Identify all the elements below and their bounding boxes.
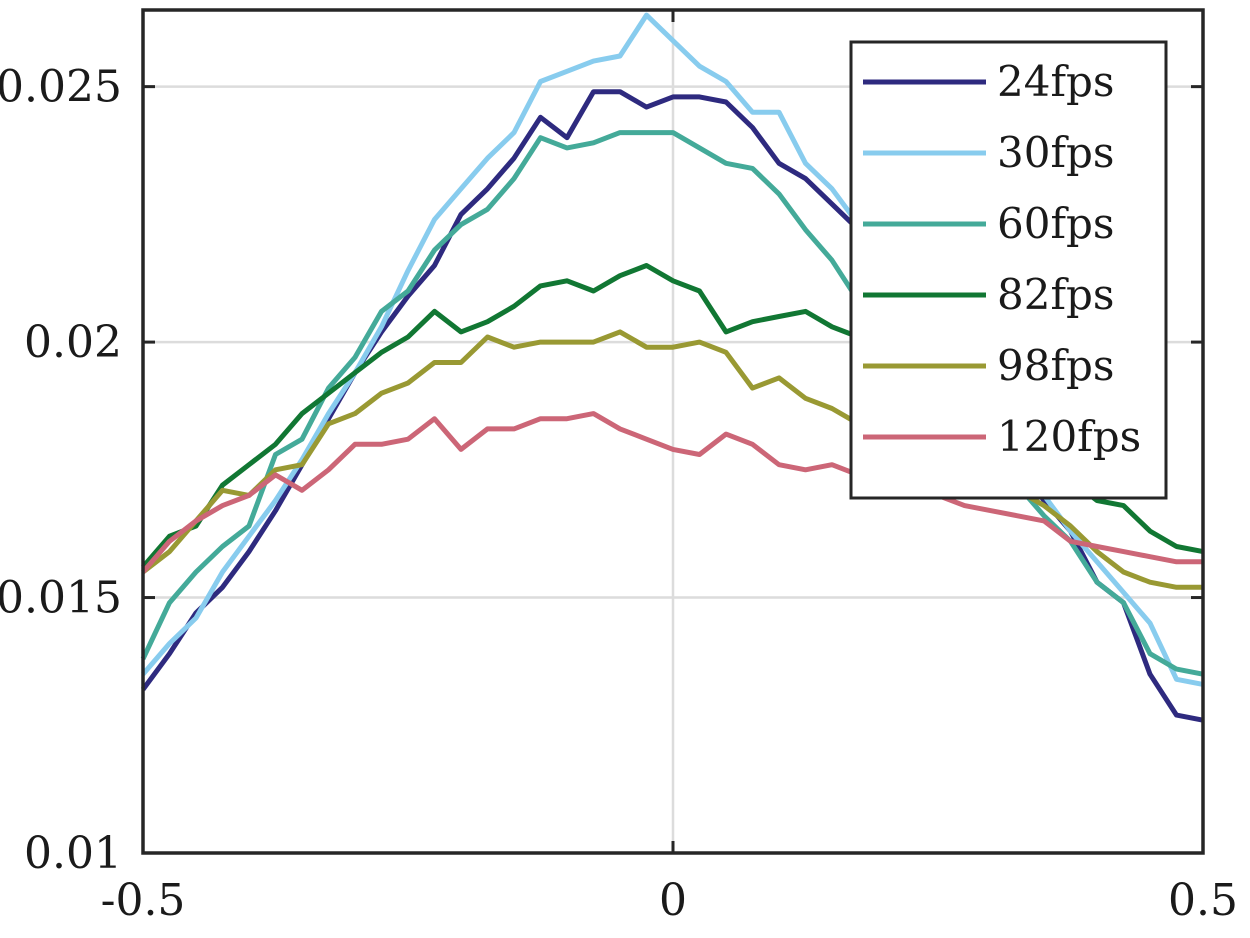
axis-ticks — [141, 10, 1205, 855]
legend-label: 82fps — [997, 270, 1114, 319]
legend-label: 30fps — [997, 128, 1114, 177]
x-tick-labels: -0.5 0 0.5 — [101, 875, 1238, 926]
legend-label: 120fps — [997, 412, 1141, 461]
series-line-120fps — [141, 411, 1203, 574]
y-tick-label: 0.02 — [24, 317, 122, 368]
x-tick-label: 0.5 — [1168, 875, 1238, 926]
y-tick-label: 0.01 — [24, 828, 122, 879]
legend-label: 60fps — [997, 199, 1114, 248]
y-tick-label: 0.025 — [0, 62, 122, 113]
legend-box — [849, 40, 1168, 500]
legend-label: 98fps — [997, 341, 1114, 390]
y-tick-labels: 0.01 0.015 0.02 0.025 — [0, 62, 122, 879]
legend: 24fps 30fps 60fps 82fps 98fps 120fps — [849, 40, 1168, 500]
x-tick-label: 0 — [659, 875, 687, 926]
x-tick-label: -0.5 — [101, 875, 186, 926]
legend-label: 24fps — [997, 57, 1114, 106]
y-tick-label: 0.015 — [0, 573, 122, 624]
